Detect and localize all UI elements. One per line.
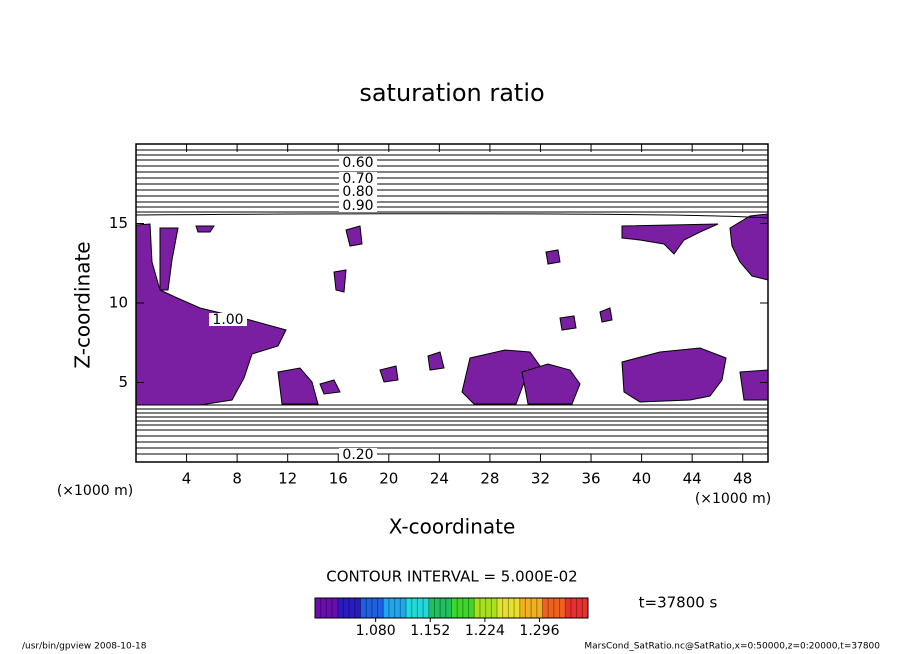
x-tick-label: 32	[531, 470, 550, 488]
colorbar-segment	[565, 598, 589, 618]
supersaturated-region	[599, 307, 613, 323]
colorbar-tick-label: 1.224	[465, 623, 505, 639]
chart-title: saturation ratio	[359, 79, 544, 107]
x-tick-label: 24	[430, 470, 449, 488]
contour-line	[135, 211, 769, 213]
supersaturated-region	[277, 367, 319, 405]
contour-interval: CONTOUR INTERVAL = 5.000E-02	[326, 568, 577, 586]
contour-line	[135, 408, 769, 410]
supersaturated-region	[379, 365, 399, 383]
colorbar-segment	[497, 598, 521, 618]
x-tick-label: 36	[581, 470, 600, 488]
supersaturated-region	[545, 249, 561, 265]
contour-line	[135, 201, 769, 203]
colorbar-segment	[337, 598, 361, 618]
x-tick-label: 20	[379, 470, 398, 488]
x-tick-label: 28	[480, 470, 499, 488]
supersaturated-region	[427, 351, 445, 371]
contour-line	[135, 206, 769, 208]
contour-line	[135, 154, 769, 156]
supersaturated-region	[345, 225, 363, 247]
contour-label: 0.20	[342, 447, 373, 463]
contour-label-bg	[339, 199, 377, 212]
colorbar-segment	[315, 598, 339, 618]
supersaturated-region	[195, 225, 215, 233]
contour-line	[135, 404, 769, 406]
x-tick-label: 8	[232, 470, 242, 488]
colorbar-frame	[314, 597, 589, 619]
contour-label: 0.60	[342, 155, 373, 171]
colorbar-segment	[383, 598, 407, 618]
contour-line	[135, 420, 769, 422]
contour-line	[135, 435, 769, 437]
contour-line	[135, 424, 769, 426]
contour-line	[135, 213, 769, 219]
supersaturated-region	[159, 227, 179, 291]
contour-label: 1.00	[212, 312, 243, 328]
contour-line	[135, 416, 769, 418]
x-tick-label: 12	[278, 470, 297, 488]
supersaturated-region	[559, 315, 577, 331]
contour-label-bg	[339, 185, 377, 198]
colorbar-segment	[360, 598, 384, 618]
x-tick-label: 4	[182, 470, 192, 488]
supersaturated-region	[621, 347, 727, 403]
supersaturated-region	[739, 369, 769, 401]
contour-line	[135, 195, 769, 197]
colorbar-segment	[519, 598, 543, 618]
y-axis-label: Z-coordinate	[71, 241, 95, 368]
contour-label: 0.80	[342, 184, 373, 200]
contour-line	[135, 159, 769, 161]
footer-left: /usr/bin/gpview 2008-10-18	[22, 642, 147, 652]
contour-label-bg	[209, 313, 247, 326]
contour-line	[135, 453, 769, 455]
colorbar-segment	[451, 598, 475, 618]
contour-line	[135, 171, 769, 173]
colorbar-segment	[474, 598, 498, 618]
supersaturated-region	[333, 269, 347, 293]
time-label: t=37800 s	[639, 594, 718, 612]
supersaturated-region	[319, 379, 341, 395]
contour-line	[135, 149, 769, 151]
y-tick-label: 15	[109, 214, 128, 232]
contour-line	[135, 189, 769, 191]
contour-line	[135, 183, 769, 185]
colorbar-tick-label: 1.152	[410, 623, 450, 639]
plot-frame	[135, 143, 769, 463]
contour-label: 0.70	[342, 171, 373, 187]
colorbar-segment	[542, 598, 566, 618]
contour-label-bg	[339, 172, 377, 185]
contour-line	[135, 429, 769, 431]
y-unit: (×1000 m)	[57, 483, 133, 499]
contour-label-bg	[339, 156, 377, 169]
contour-line	[135, 412, 769, 414]
colorbar-tick-label: 1.080	[356, 623, 396, 639]
x-tick-label: 48	[733, 470, 752, 488]
colorbar-tick-label: 1.296	[519, 623, 559, 639]
supersaturated-region	[729, 213, 769, 281]
colorbar-segment	[428, 598, 452, 618]
footer-right: MarsCond_SatRatio.nc@SatRatio,x=0:50000,…	[584, 642, 880, 652]
x-axis-label: X-coordinate	[389, 515, 516, 539]
supersaturated-region	[521, 363, 581, 405]
contour-line	[135, 177, 769, 179]
x-tick-label: 16	[329, 470, 348, 488]
contour-line	[135, 447, 769, 449]
contour-label-bg	[339, 448, 377, 461]
x-tick-label: 40	[632, 470, 651, 488]
x-tick-label: 44	[683, 470, 702, 488]
colorbar-segment	[406, 598, 430, 618]
contour-label: 0.90	[342, 198, 373, 214]
contour-line	[135, 165, 769, 167]
contour-lines	[135, 149, 769, 455]
x-unit: (×1000 m)	[695, 491, 771, 507]
plot-fills	[135, 213, 769, 406]
y-tick-label: 10	[109, 294, 128, 312]
contour-line	[135, 441, 769, 443]
supersaturated-region	[621, 223, 719, 255]
y-tick-label: 5	[118, 373, 128, 391]
